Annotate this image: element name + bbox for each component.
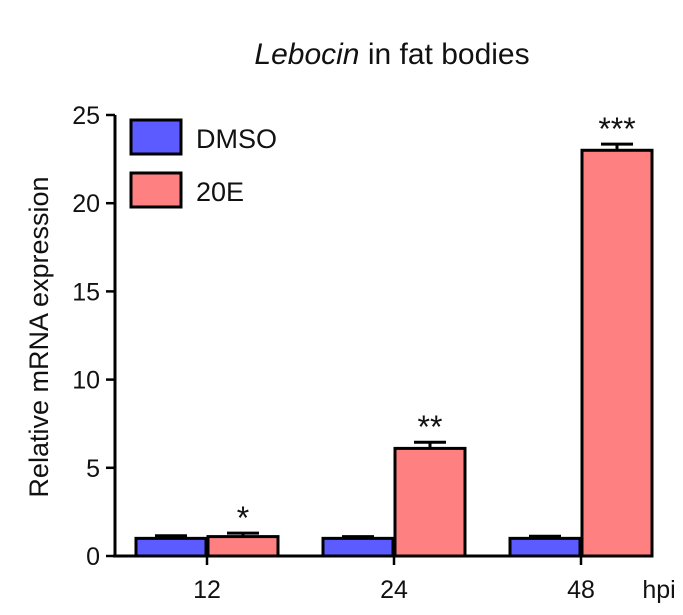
significance-label-24: **: [418, 409, 443, 445]
chart-title: Lebocin in fat bodies: [254, 38, 529, 71]
x-tick-label: 24: [380, 576, 408, 604]
significance-annotations: ******: [237, 111, 636, 536]
legend-swatch-20e: [129, 171, 183, 209]
bar-dmso-48: [508, 536, 582, 558]
x-tick-label: 48: [567, 576, 595, 604]
y-tick-label: 5: [86, 455, 100, 483]
legend-swatch-dmso: [129, 118, 183, 156]
x-tick-label: 12: [193, 576, 221, 604]
legend-label-20e: 20E: [196, 177, 244, 207]
y-tick-label: 15: [72, 278, 100, 306]
bar-20e-12: [206, 535, 280, 558]
y-axis-label: Relative mRNA expression: [24, 176, 54, 497]
significance-label-12: *: [237, 500, 249, 536]
y-axis-ticks: 0 5 10 15 20 25: [72, 102, 115, 571]
significance-label-48: ***: [598, 111, 635, 147]
legend-item-dmso: DMSO: [129, 118, 277, 156]
bar-20e-48: [580, 148, 654, 558]
x-axis-label: hpi: [642, 576, 675, 604]
x-axis-ticks: 12 24 48: [193, 556, 595, 604]
bar-dmso-24: [321, 536, 395, 558]
y-tick-label: 10: [72, 367, 100, 395]
legend-label-dmso: DMSO: [196, 124, 277, 154]
chart-title-rest: in fat bodies: [359, 38, 529, 71]
error-bars: [155, 142, 633, 539]
legend: DMSO 20E: [129, 118, 277, 209]
y-tick-label: 25: [72, 102, 100, 130]
legend-item-20e: 20E: [129, 171, 244, 209]
y-tick-label: 0: [86, 543, 100, 571]
y-tick-label: 20: [72, 190, 100, 218]
bars: [134, 148, 654, 558]
bar-20e-24: [393, 446, 467, 558]
chart-title-italic: Lebocin: [254, 38, 359, 71]
bar-dmso-12: [134, 536, 208, 558]
